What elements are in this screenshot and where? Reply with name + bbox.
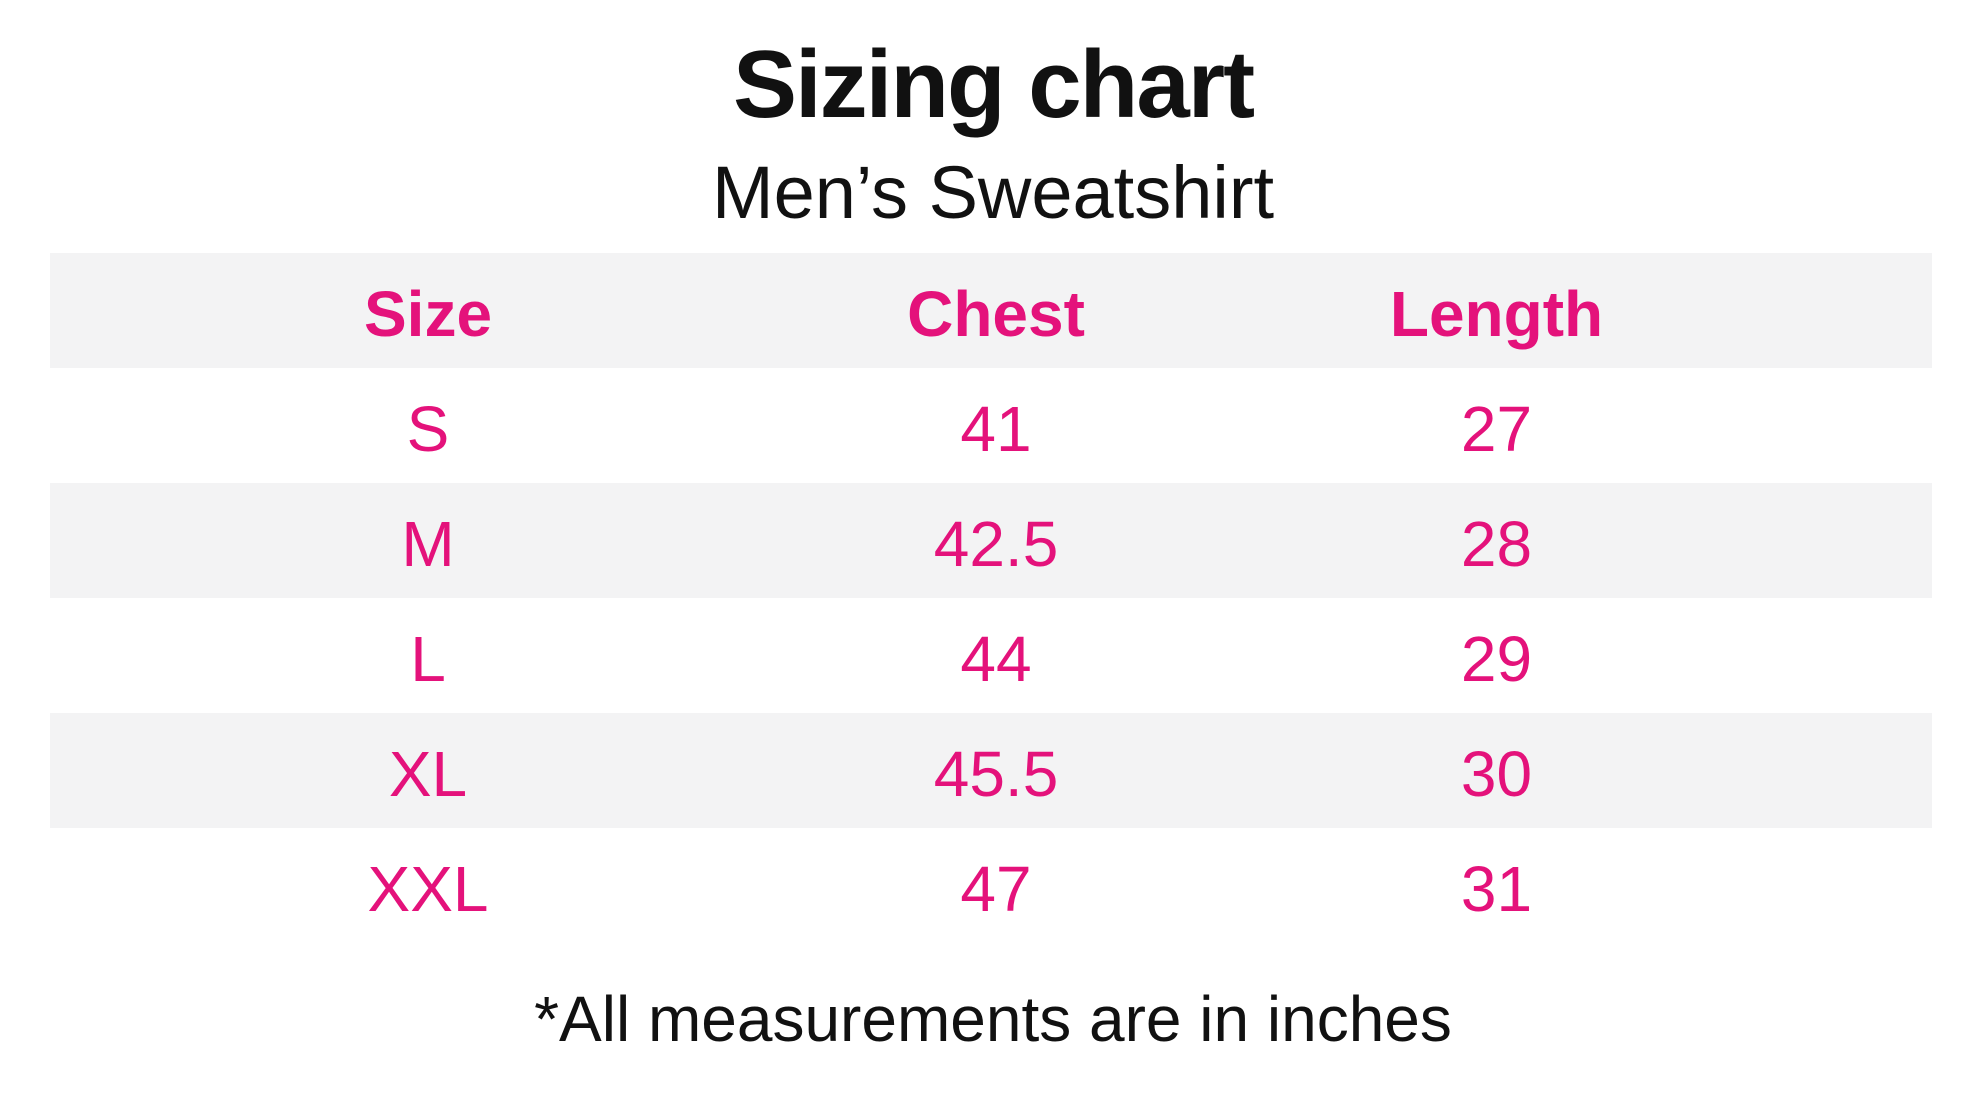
column-header-chest: Chest (907, 277, 1085, 350)
measurements-footnote: *All measurements are in inches (534, 983, 1452, 1055)
page-title: Sizing chart (732, 31, 1255, 138)
page-subtitle: Men’s Sweatshirt (711, 151, 1275, 234)
column-header-size: Size (363, 277, 493, 350)
chest-value: 42.5 (933, 507, 1059, 580)
chest-value: 41 (960, 392, 1032, 465)
size-value: XL (388, 737, 468, 810)
size-value: L (410, 622, 446, 695)
length-value: 28 (1460, 507, 1533, 580)
table-header-row: Size Chest Length (50, 253, 1932, 368)
table-row-xxl: XXL 47 31 (50, 828, 1932, 943)
length-value: 29 (1460, 622, 1533, 695)
column-header-length: Length (1389, 277, 1604, 350)
table-row-s: S 41 27 (50, 368, 1932, 483)
table-row-l: L 44 29 (50, 598, 1932, 713)
table-row-m: M 42.5 28 (50, 483, 1932, 598)
size-value: XXL (367, 852, 489, 925)
chest-value: 45.5 (933, 737, 1059, 810)
chest-value: 44 (960, 622, 1032, 695)
size-value: M (401, 507, 455, 580)
chest-value: 47 (960, 852, 1032, 925)
length-value: 31 (1460, 852, 1533, 925)
size-value: S (406, 392, 450, 465)
table-row-xl: XL 45.5 30 (50, 713, 1932, 828)
length-value: 27 (1460, 392, 1533, 465)
length-value: 30 (1460, 737, 1533, 810)
sizing-table: Size Chest Length S 41 27 M 42.5 28 L 44… (50, 253, 1932, 943)
